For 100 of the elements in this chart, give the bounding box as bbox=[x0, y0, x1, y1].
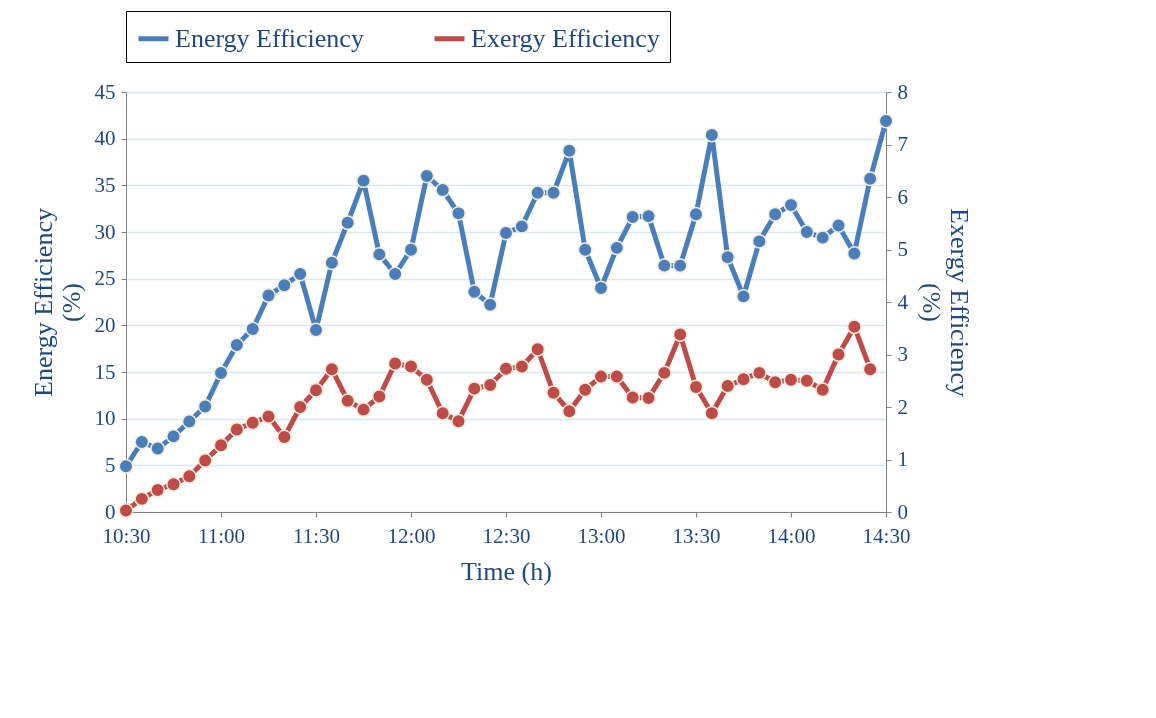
x-tick-label: 10:30 bbox=[102, 523, 151, 548]
point bbox=[577, 242, 593, 258]
x-tick-label: 12:00 bbox=[387, 523, 436, 548]
point bbox=[862, 361, 878, 377]
point bbox=[514, 218, 530, 234]
point bbox=[672, 258, 688, 274]
point bbox=[593, 280, 609, 296]
point bbox=[197, 399, 213, 414]
point bbox=[609, 240, 625, 256]
point bbox=[261, 409, 276, 424]
point bbox=[118, 502, 134, 518]
point bbox=[150, 482, 166, 498]
y-tick-label: 20 bbox=[94, 312, 116, 337]
point bbox=[213, 437, 229, 453]
point bbox=[356, 402, 371, 418]
point bbox=[561, 143, 577, 159]
point bbox=[451, 205, 466, 221]
point bbox=[419, 168, 435, 184]
point bbox=[561, 403, 577, 419]
y2-tick-label: 1 bbox=[897, 447, 908, 471]
y2-tick-label: 6 bbox=[897, 184, 908, 209]
y2-axis-title: Exergy Efficiency (%) bbox=[917, 208, 974, 397]
point bbox=[166, 476, 181, 492]
point bbox=[245, 415, 261, 431]
point bbox=[324, 361, 340, 377]
point bbox=[593, 369, 609, 384]
point bbox=[878, 113, 894, 129]
point bbox=[371, 246, 387, 262]
x-tick-label: 14:30 bbox=[862, 523, 911, 548]
y-axis-title: Energy Efficiency (%) bbox=[28, 208, 86, 397]
x-tick-label: 11:30 bbox=[292, 523, 341, 548]
point bbox=[767, 374, 783, 390]
point bbox=[862, 171, 878, 187]
point bbox=[846, 246, 862, 261]
point bbox=[419, 372, 435, 388]
y2-tick-label: 3 bbox=[897, 342, 908, 366]
y-tick-label: 15 bbox=[94, 359, 116, 384]
point bbox=[150, 441, 166, 456]
point bbox=[245, 321, 261, 337]
point bbox=[815, 230, 831, 246]
point bbox=[767, 206, 783, 222]
point bbox=[229, 337, 245, 353]
point bbox=[324, 255, 340, 271]
point bbox=[672, 327, 688, 342]
point bbox=[641, 390, 656, 406]
point bbox=[831, 347, 846, 362]
point bbox=[704, 405, 720, 421]
point bbox=[292, 266, 308, 282]
y2-tick-label: 8 bbox=[897, 79, 908, 104]
point bbox=[799, 224, 815, 240]
point bbox=[656, 365, 672, 381]
point bbox=[197, 453, 213, 468]
legend-label: Exergy Efficiency bbox=[471, 23, 660, 53]
point bbox=[451, 413, 466, 429]
point bbox=[846, 319, 862, 335]
x-tick-label: 13:00 bbox=[577, 523, 626, 548]
point bbox=[387, 355, 403, 371]
point bbox=[736, 371, 751, 387]
point bbox=[799, 373, 815, 389]
point bbox=[514, 359, 530, 375]
point bbox=[577, 382, 593, 398]
point bbox=[736, 288, 751, 304]
point bbox=[530, 185, 546, 201]
point bbox=[466, 381, 482, 397]
y-tick-label: 25 bbox=[94, 266, 116, 291]
point bbox=[704, 127, 720, 143]
legend-label: Energy Efficiency bbox=[175, 23, 364, 53]
y2-tick-label: 0 bbox=[897, 499, 908, 524]
point bbox=[625, 390, 641, 405]
point bbox=[466, 284, 482, 300]
y-tick-label: 30 bbox=[94, 219, 116, 244]
point bbox=[387, 266, 403, 282]
point bbox=[403, 359, 419, 375]
point bbox=[308, 382, 324, 398]
y2-tick-label: 5 bbox=[897, 237, 908, 261]
point bbox=[530, 341, 546, 357]
y-tick-label: 45 bbox=[94, 79, 116, 104]
point bbox=[166, 428, 181, 444]
point bbox=[625, 209, 641, 225]
point bbox=[751, 233, 767, 249]
x-tick-label: 13:30 bbox=[672, 523, 721, 548]
y-tick-label: 5 bbox=[105, 452, 116, 477]
point bbox=[546, 385, 561, 401]
point bbox=[292, 399, 308, 415]
y-tick-label: 10 bbox=[94, 406, 116, 431]
point bbox=[213, 365, 229, 381]
point bbox=[340, 393, 356, 409]
point bbox=[435, 405, 451, 421]
point bbox=[831, 218, 846, 233]
y-tick-label: 40 bbox=[94, 126, 116, 151]
point bbox=[688, 206, 704, 222]
point bbox=[720, 249, 736, 265]
y-tick-label: 35 bbox=[94, 172, 116, 197]
point bbox=[482, 377, 498, 393]
point bbox=[276, 429, 292, 445]
point bbox=[498, 361, 514, 377]
point bbox=[134, 491, 150, 507]
x-tick-label: 12:30 bbox=[482, 523, 531, 548]
point bbox=[229, 422, 245, 438]
point bbox=[783, 197, 799, 213]
